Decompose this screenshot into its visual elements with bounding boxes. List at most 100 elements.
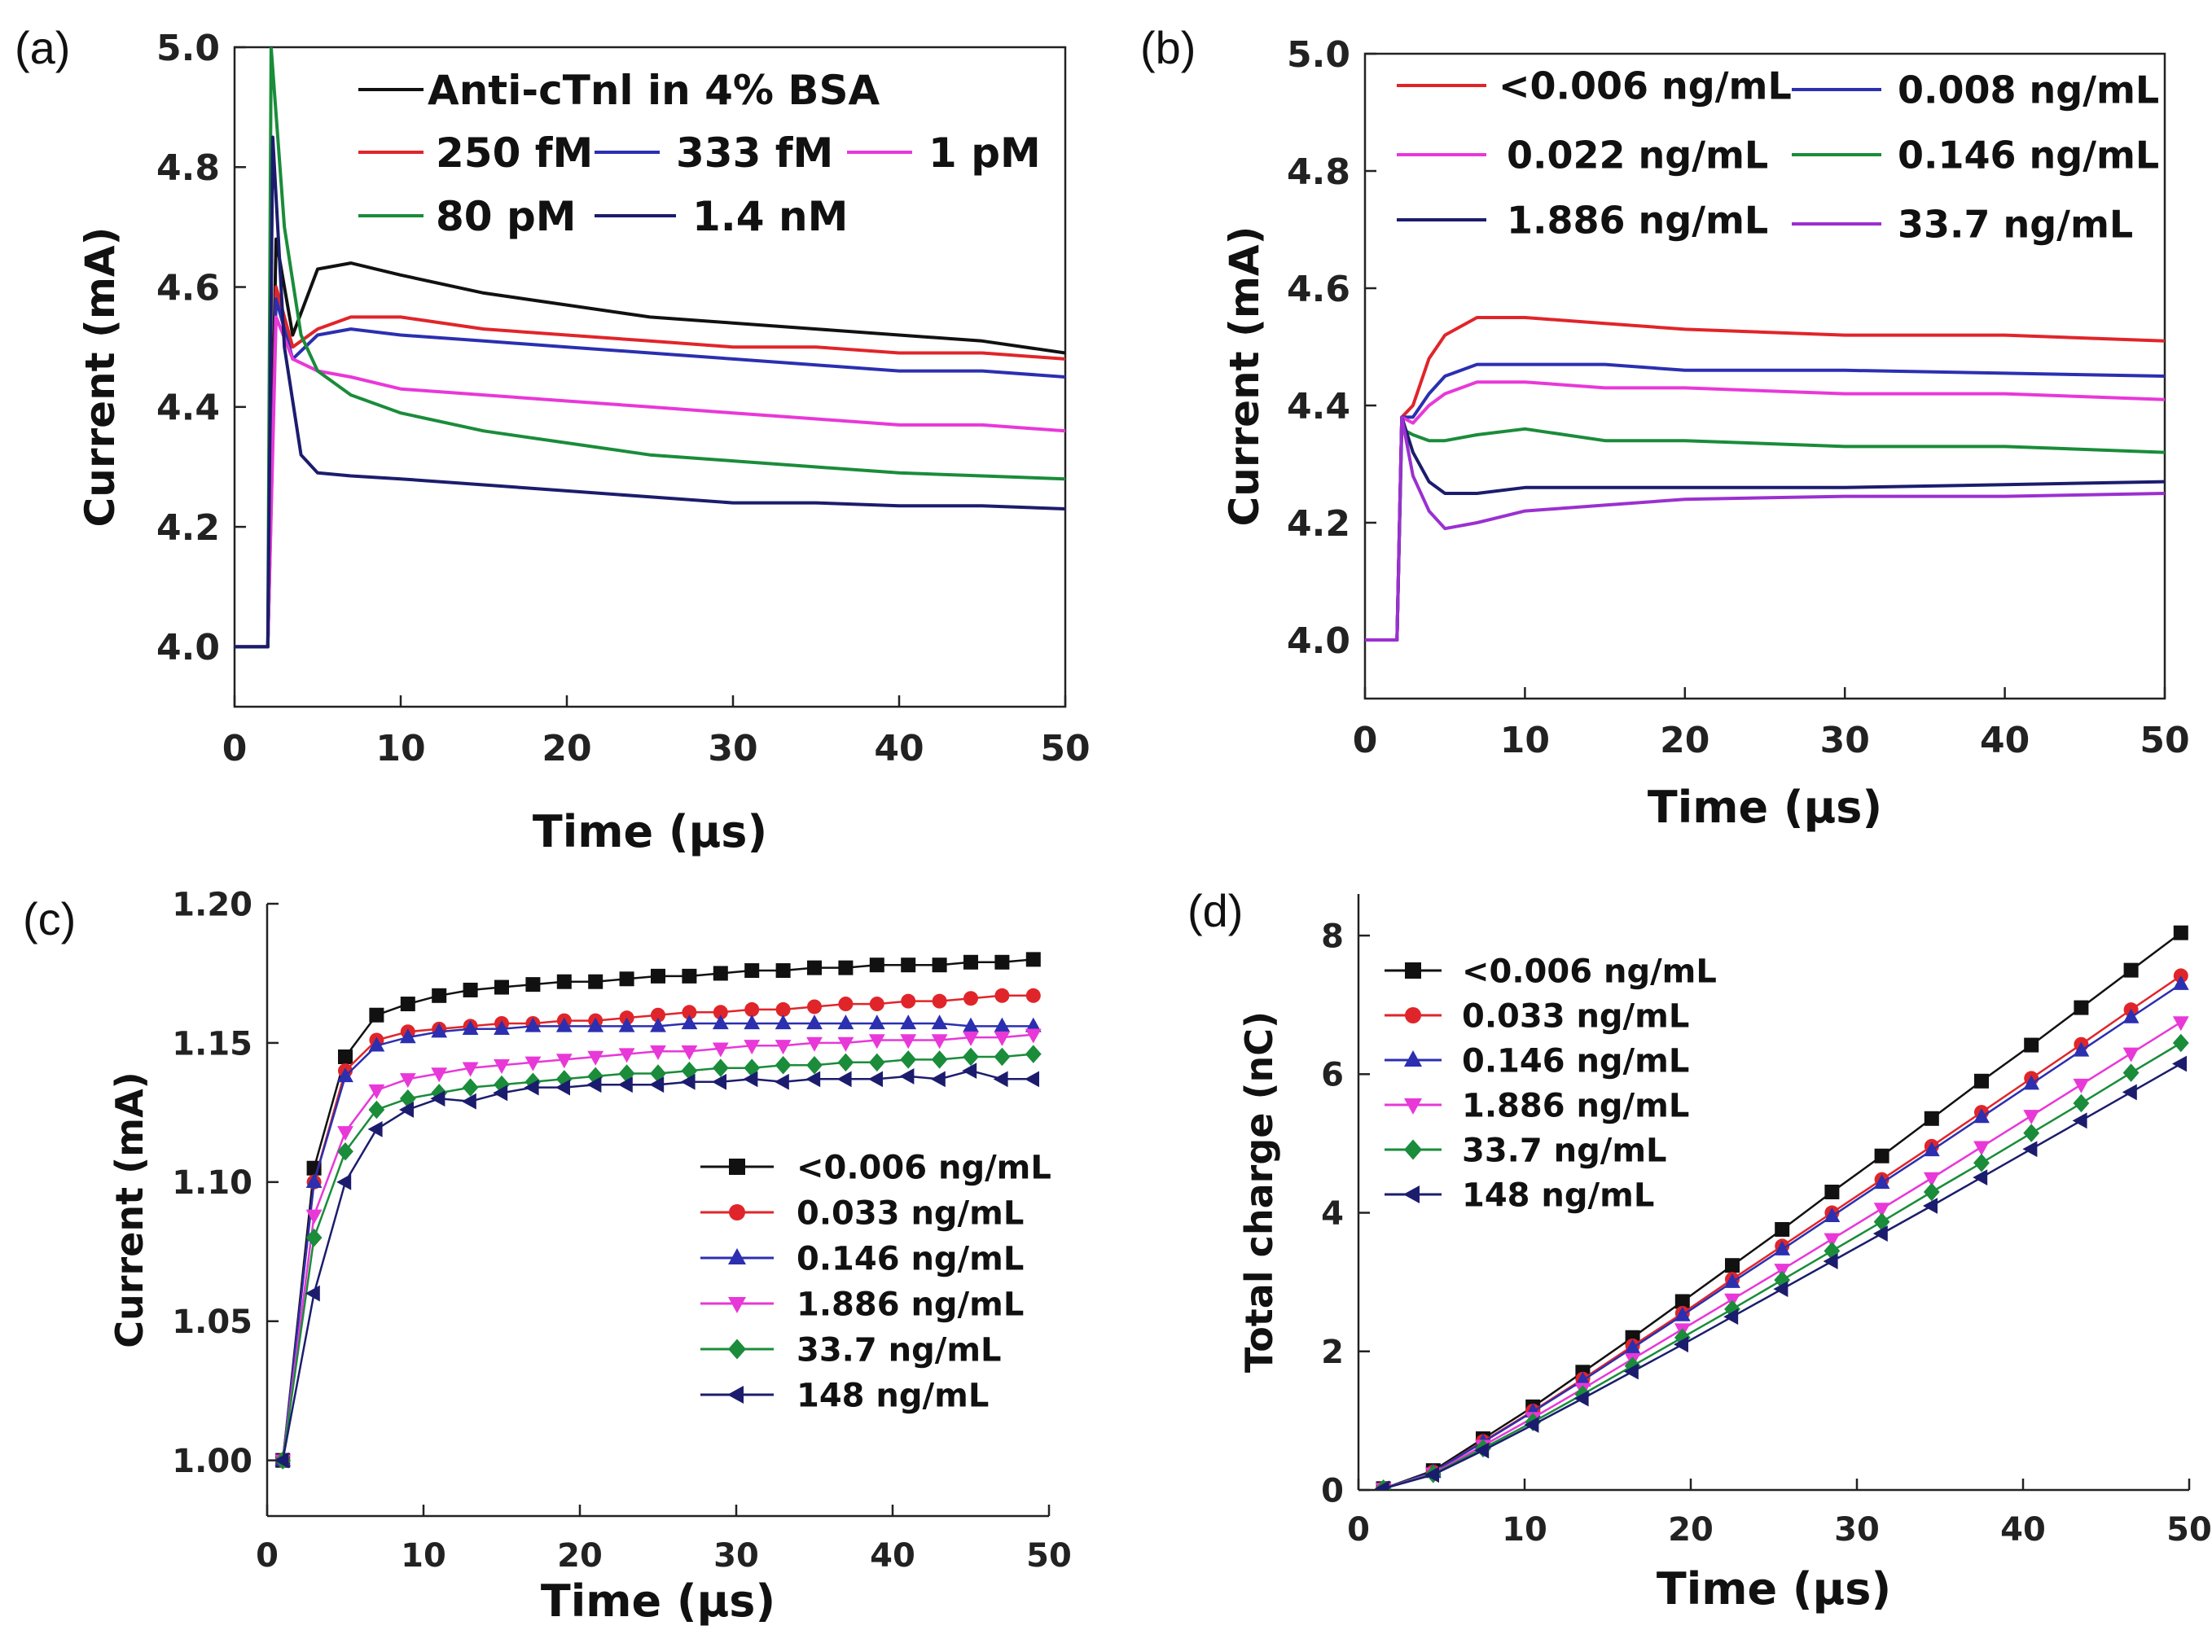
x-tick-label: 0 — [1347, 1511, 1370, 1549]
data-point — [462, 1020, 479, 1036]
data-point — [338, 1049, 353, 1064]
data-point — [2122, 1008, 2140, 1023]
y-tick-label: 1.10 — [172, 1164, 252, 1202]
legend-label-3: 1.886 ng/mL — [797, 1286, 1024, 1323]
data-point — [994, 988, 1010, 1003]
series-line-1 — [1365, 362, 2165, 642]
y-axis-label: Total charge (nC) — [1237, 1011, 1281, 1373]
data-point — [1973, 1154, 1990, 1172]
data-point — [774, 1073, 789, 1090]
data-point — [1774, 1270, 1791, 1290]
legend-label-4: 1.886 ng/mL — [1507, 199, 1768, 243]
data-point — [2024, 1037, 2039, 1053]
data-point — [2123, 962, 2139, 978]
data-point — [775, 1040, 792, 1055]
data-point — [337, 1126, 353, 1142]
x-tick-label: 20 — [557, 1537, 603, 1575]
data-point — [399, 1102, 414, 1118]
data-point — [2023, 1110, 2040, 1125]
legend-label-3: 1 pM — [928, 129, 1041, 177]
data-point — [555, 1054, 573, 1069]
data-point — [712, 1073, 726, 1090]
data-point — [2172, 975, 2189, 990]
y-tick-label: 0 — [1321, 1472, 1344, 1510]
data-point — [963, 1031, 979, 1046]
data-point — [2122, 1063, 2140, 1082]
data-point — [931, 1050, 948, 1069]
data-point — [1025, 1071, 1039, 1088]
legend-marker-4 — [1404, 1139, 1422, 1160]
data-point — [431, 1067, 448, 1083]
data-point — [901, 957, 916, 973]
series-line-2 — [1365, 380, 2165, 642]
data-point — [650, 1017, 666, 1032]
data-point — [1623, 1363, 1639, 1380]
data-point — [2122, 1047, 2140, 1063]
data-point — [1474, 1442, 1490, 1459]
data-point — [367, 1120, 383, 1137]
legend-label-3: 0.146 ng/mL — [1898, 134, 2159, 177]
legend-label-5: 148 ng/mL — [1462, 1177, 1654, 1214]
data-point — [432, 988, 447, 1003]
legend-label-0: <0.006 ng/mL — [1499, 64, 1792, 108]
data-point — [930, 1071, 946, 1088]
data-point — [994, 1047, 1011, 1067]
data-point — [900, 1050, 917, 1069]
data-point — [1574, 1371, 1591, 1387]
data-point — [994, 954, 1010, 970]
data-point — [1924, 1111, 1939, 1126]
data-point — [1823, 1253, 1838, 1270]
legend-label-0: Anti-cTnl in 4% BSA — [428, 67, 880, 114]
legend-marker-2 — [728, 1248, 746, 1264]
data-point — [836, 1071, 852, 1088]
x-tick-label: 30 — [1820, 720, 1870, 761]
data-point — [963, 991, 978, 1006]
data-point — [555, 1017, 573, 1032]
y-tick-label: 1.00 — [172, 1443, 252, 1480]
data-point — [650, 1045, 666, 1060]
x-tick-label: 10 — [375, 728, 425, 769]
y-tick-label: 4.8 — [1287, 151, 1350, 193]
data-point — [680, 1073, 696, 1090]
data-point — [932, 957, 947, 973]
data-point — [775, 1056, 792, 1075]
x-axis-label: Time (μs) — [541, 1575, 775, 1627]
data-point — [399, 1028, 416, 1044]
x-tick-label: 40 — [870, 1537, 915, 1575]
data-point — [744, 963, 760, 979]
y-tick-label: 4.0 — [156, 627, 220, 668]
x-tick-label: 50 — [1040, 728, 1090, 769]
series-line-3 — [235, 315, 1065, 649]
data-point — [744, 1040, 761, 1055]
data-point — [1025, 1017, 1042, 1032]
data-point — [305, 1285, 320, 1302]
data-point — [1773, 1281, 1788, 1298]
legend-label-0: <0.006 ng/mL — [797, 1149, 1051, 1186]
data-point — [462, 1062, 479, 1077]
data-point — [617, 1076, 633, 1093]
panel-label: (d) — [1187, 885, 1243, 936]
data-point — [651, 1007, 665, 1023]
x-tick-label: 0 — [222, 728, 248, 769]
data-point — [618, 1048, 635, 1063]
legend-label-2: 333 fM — [676, 129, 833, 177]
data-point — [931, 1034, 948, 1049]
panel-label: (a) — [15, 22, 70, 73]
data-layer — [235, 47, 1065, 649]
data-point — [869, 997, 884, 1012]
data-point — [1025, 1045, 1042, 1063]
data-point — [775, 1001, 791, 1017]
data-point — [744, 1014, 761, 1030]
data-point — [524, 1056, 542, 1071]
data-point — [1873, 1203, 1890, 1218]
y-tick-label: 4.2 — [1287, 503, 1350, 545]
data-point — [462, 1078, 479, 1097]
data-point — [1724, 1273, 1740, 1288]
x-tick-label: 50 — [2166, 1511, 2212, 1549]
data-point — [1923, 1172, 1940, 1187]
panel-label: (b) — [1140, 22, 1196, 73]
data-point — [524, 1017, 542, 1032]
x-tick-label: 0 — [256, 1537, 279, 1575]
legend-label-4: 33.7 ng/mL — [797, 1331, 1002, 1369]
